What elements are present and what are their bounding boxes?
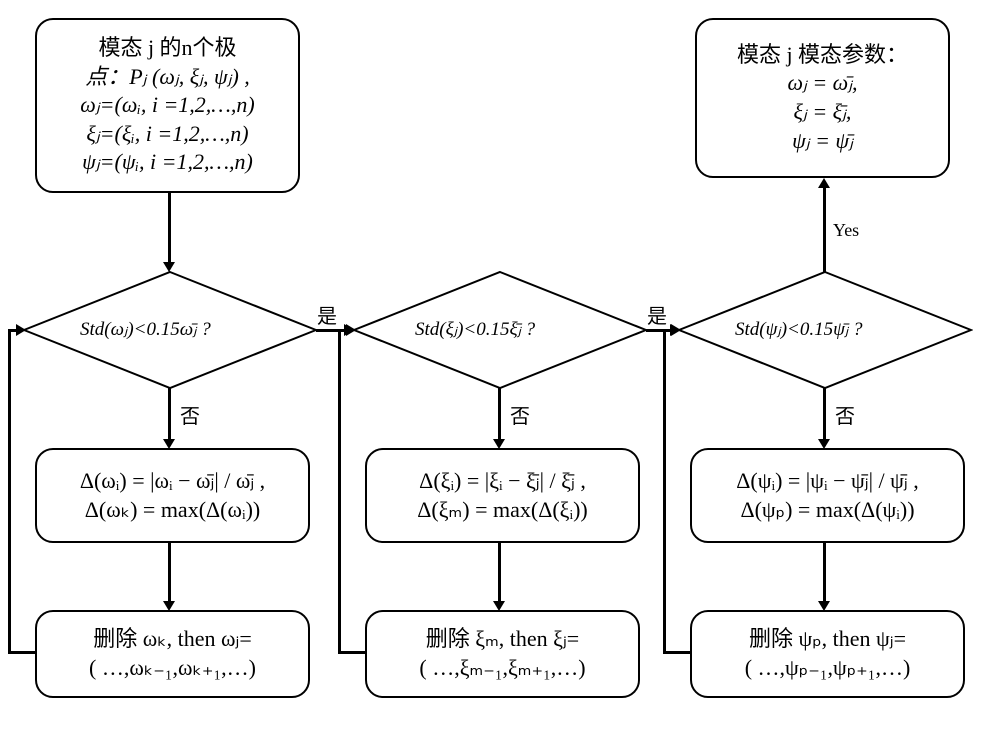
arrowhead-start-d1 bbox=[163, 262, 175, 272]
edge-d3-result bbox=[823, 188, 826, 272]
arrowhead-d3-result bbox=[818, 178, 830, 188]
edge-p2b-loop-h bbox=[338, 651, 365, 654]
arrowhead-p3b-loop bbox=[671, 324, 681, 336]
edge-p3a-p3b bbox=[823, 543, 826, 603]
edge-d1-p1a bbox=[168, 388, 171, 440]
p2a-l1: Δ(ξᵢ) = |ξᵢ − ξ̄ⱼ| / ξ̄ⱼ , bbox=[419, 467, 586, 496]
start-l3: ωⱼ=(ωᵢ, i =1,2,…,n) bbox=[80, 91, 254, 120]
p1b-l2: ( …,ωₖ₋₁,ωₖ₊₁,…) bbox=[89, 654, 256, 683]
p1b-l1: 删除 ωₖ, then ωⱼ= bbox=[93, 625, 251, 654]
process-p2a: Δ(ξᵢ) = |ξᵢ − ξ̄ⱼ| / ξ̄ⱼ , Δ(ξₘ) = max(Δ… bbox=[365, 448, 640, 543]
p2b-l1: 删除 ξₘ, then ξⱼ= bbox=[426, 625, 579, 654]
d2-text: Std(ξⱼ)<0.15ξ̄ⱼ ? bbox=[415, 318, 535, 341]
arrowhead-p2b-loop bbox=[346, 324, 356, 336]
edge-p1a-p1b bbox=[168, 543, 171, 603]
process-p3b: 删除 ψₚ, then ψⱼ= ( …,ψₚ₋₁,ψₚ₊₁,…) bbox=[690, 610, 965, 698]
p3b-l1: 删除 ψₚ, then ψⱼ= bbox=[749, 625, 906, 654]
p2b-l2: ( …,ξₘ₋₁,ξₘ₊₁,…) bbox=[419, 654, 585, 683]
edge-d2-p2a bbox=[498, 388, 501, 440]
edge-p3b-loop-h bbox=[663, 651, 690, 654]
arrowhead-p1a-p1b bbox=[163, 601, 175, 611]
edge-p3b-loop-v bbox=[663, 329, 666, 654]
result-l2: ωⱼ = ω̄ⱼ, bbox=[787, 69, 857, 98]
arrowhead-d1-p1a bbox=[163, 439, 175, 449]
label-no2: 否 bbox=[510, 400, 530, 429]
label-no1: 否 bbox=[180, 400, 200, 429]
p3b-l2: ( …,ψₚ₋₁,ψₚ₊₁,…) bbox=[745, 654, 911, 683]
result-l1: 模态 j 模态参数： bbox=[737, 41, 908, 70]
d3-text: Std(ψⱼ)<0.15ψ̄ⱼ ? bbox=[735, 318, 863, 341]
start-node: 模态 j 的n个极 点：Pⱼ (ωⱼ, ξⱼ, ψⱼ) , ωⱼ=(ωᵢ, i … bbox=[35, 18, 300, 193]
edge-start-d1 bbox=[168, 193, 171, 263]
arrowhead-d3-p3a bbox=[818, 439, 830, 449]
arrowhead-p3a-p3b bbox=[818, 601, 830, 611]
edge-p1b-loop-v bbox=[8, 329, 11, 654]
label-yes3: Yes bbox=[833, 220, 859, 241]
arrowhead-p2a-p2b bbox=[493, 601, 505, 611]
process-p3a: Δ(ψᵢ) = |ψᵢ − ψ̄ⱼ| / ψ̄ⱼ , Δ(ψₚ) = max(Δ… bbox=[690, 448, 965, 543]
label-yes1: 是 bbox=[317, 300, 337, 329]
p2a-l2: Δ(ξₘ) = max(Δ(ξᵢ)) bbox=[417, 496, 587, 525]
process-p2b: 删除 ξₘ, then ξⱼ= ( …,ξₘ₋₁,ξₘ₊₁,…) bbox=[365, 610, 640, 698]
start-l5: ψⱼ=(ψᵢ, i =1,2,…,n) bbox=[82, 148, 253, 177]
p3a-l1: Δ(ψᵢ) = |ψᵢ − ψ̄ⱼ| / ψ̄ⱼ , bbox=[736, 467, 919, 496]
edge-p1b-loop-h bbox=[8, 651, 35, 654]
label-no3: 否 bbox=[835, 400, 855, 429]
result-l3: ξⱼ = ξ̄ⱼ, bbox=[794, 98, 852, 127]
p1a-l2: Δ(ωₖ) = max(Δ(ωᵢ)) bbox=[85, 496, 260, 525]
arrowhead-p1b-loop bbox=[16, 324, 26, 336]
arrowhead-d2-p2a bbox=[493, 439, 505, 449]
p1a-l1: Δ(ωᵢ) = |ωᵢ − ω̄ⱼ| / ω̄ⱼ , bbox=[80, 467, 265, 496]
edge-d3-p3a bbox=[823, 388, 826, 440]
start-l1: 模态 j 的n个极 bbox=[98, 34, 236, 63]
edge-p2b-loop-v bbox=[338, 329, 341, 654]
result-l4: ψⱼ = ψ̄ⱼ bbox=[792, 127, 853, 156]
process-p1b: 删除 ωₖ, then ωⱼ= ( …,ωₖ₋₁,ωₖ₊₁,…) bbox=[35, 610, 310, 698]
process-p1a: Δ(ωᵢ) = |ωᵢ − ω̄ⱼ| / ω̄ⱼ , Δ(ωₖ) = max(Δ… bbox=[35, 448, 310, 543]
edge-p2a-p2b bbox=[498, 543, 501, 603]
start-l4: ξⱼ=(ξᵢ, i =1,2,…,n) bbox=[86, 120, 248, 149]
label-yes2: 是 bbox=[647, 300, 667, 329]
p3a-l2: Δ(ψₚ) = max(Δ(ψᵢ)) bbox=[740, 496, 914, 525]
result-node: 模态 j 模态参数： ωⱼ = ω̄ⱼ, ξⱼ = ξ̄ⱼ, ψⱼ = ψ̄ⱼ bbox=[695, 18, 950, 178]
d1-text: Std(ωⱼ)<0.15ω̄ⱼ ? bbox=[80, 318, 211, 341]
start-l2: 点：Pⱼ (ωⱼ, ξⱼ, ψⱼ) , bbox=[85, 63, 250, 92]
